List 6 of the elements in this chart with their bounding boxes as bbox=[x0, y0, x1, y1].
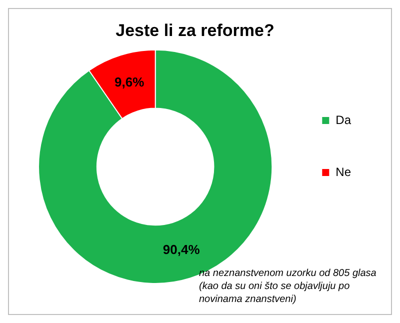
legend-label: Da bbox=[336, 112, 352, 127]
chart-title: Jeste li za reforme? bbox=[116, 20, 274, 40]
text: na neznanstvenom uzorku od 805 glasa (kao da su oni što se objavljuju po novinama znanstveni) bbox=[199, 267, 378, 306]
data-label: 90,4% bbox=[162, 242, 200, 257]
legend-label: Ne bbox=[336, 164, 352, 179]
data-label: 9,6% bbox=[114, 74, 145, 90]
